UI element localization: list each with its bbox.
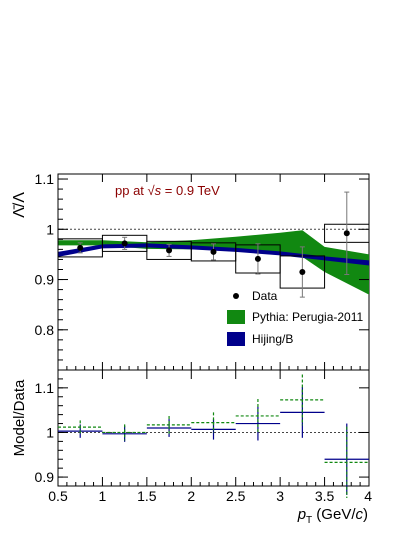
- annotation-suffix: = 0.9 TeV: [161, 183, 220, 198]
- legend-hijing-label: Hijing/B: [252, 332, 293, 346]
- x-label-sub: T: [306, 515, 312, 526]
- top-y-tick-label: 0.8: [35, 322, 55, 338]
- top-panel-frame: [57, 173, 370, 371]
- top-y-tick-label: 1: [46, 221, 54, 237]
- x-tick-label: 3: [276, 488, 284, 504]
- data-point: [299, 269, 306, 275]
- data-point: [210, 248, 217, 255]
- annotation-prefix: pp at: [115, 183, 148, 198]
- legend-pythia-label: Pythia: Perugia-2011: [252, 310, 364, 324]
- data-point: [121, 240, 128, 247]
- legend-data-label: Data: [252, 289, 278, 303]
- data-point: [343, 230, 350, 237]
- legend: Data Pythia: Perugia-2011 Hijing/B: [227, 289, 364, 346]
- model-bands: [58, 230, 369, 295]
- legend-pythia-swatch: [227, 310, 245, 324]
- x-tick-label: 1: [99, 488, 107, 504]
- bottom-y-tick-label: 1.1: [35, 380, 55, 396]
- top-y-tick-label: 1.1: [35, 171, 55, 187]
- top-panel: 0.8 0.9 1 1.1 pp at √s = 0.9 TeV Λ̄/Λ Data …: [11, 171, 370, 371]
- x-tick-label: 3.5: [315, 488, 335, 504]
- x-label-c: c: [356, 506, 364, 523]
- bottom-panel-frame: [57, 369, 370, 487]
- energy-annotation: pp at √s = 0.9 TeV: [115, 183, 220, 198]
- bottom-y-ticks: 0.9 1 1.1: [35, 378, 369, 487]
- x-tick-label: 1.5: [137, 488, 157, 504]
- x-label-p: p: [297, 506, 306, 523]
- annotation-s: s: [155, 183, 162, 198]
- bottom-y-axis-label: Model/Data: [11, 379, 28, 456]
- bottom-y-tick-label: 0.9: [35, 469, 55, 485]
- legend-data-marker: [233, 293, 239, 299]
- top-y-ticks: 0.8 0.9 1 1.1: [35, 171, 369, 361]
- bottom-panel: 0.9 1 1.1 0.5 1 1.5 2 2.5 3 3.5 4 Model/Data pT (…: [11, 366, 372, 526]
- data-point: [254, 255, 261, 262]
- x-tick-label: 2: [187, 488, 195, 504]
- top-y-axis-label: Λ̄/Λ: [11, 192, 28, 218]
- x-tick-label: 0.5: [48, 488, 68, 504]
- x-label-close: ): [363, 506, 368, 523]
- bottom-x-ticks: 0.5 1 1.5 2 2.5 3 3.5 4: [48, 366, 372, 504]
- x-label-unit: (GeV/: [312, 506, 356, 523]
- top-x-ticks: [57, 174, 370, 370]
- x-tick-label: 4: [364, 488, 372, 504]
- bottom-y-tick-label: 1: [46, 424, 54, 440]
- x-tick-label: 2.5: [226, 488, 246, 504]
- data-points: [77, 191, 350, 298]
- legend-hijing-swatch: [227, 332, 245, 346]
- ratio-series: [58, 374, 369, 499]
- data-point: [77, 244, 84, 251]
- data-point: [166, 247, 173, 254]
- top-y-tick-label: 0.9: [35, 272, 55, 288]
- x-axis-label: pT (GeV/c): [297, 506, 368, 526]
- annotation-sqrt: √: [148, 183, 156, 198]
- pythia-band: [58, 230, 369, 295]
